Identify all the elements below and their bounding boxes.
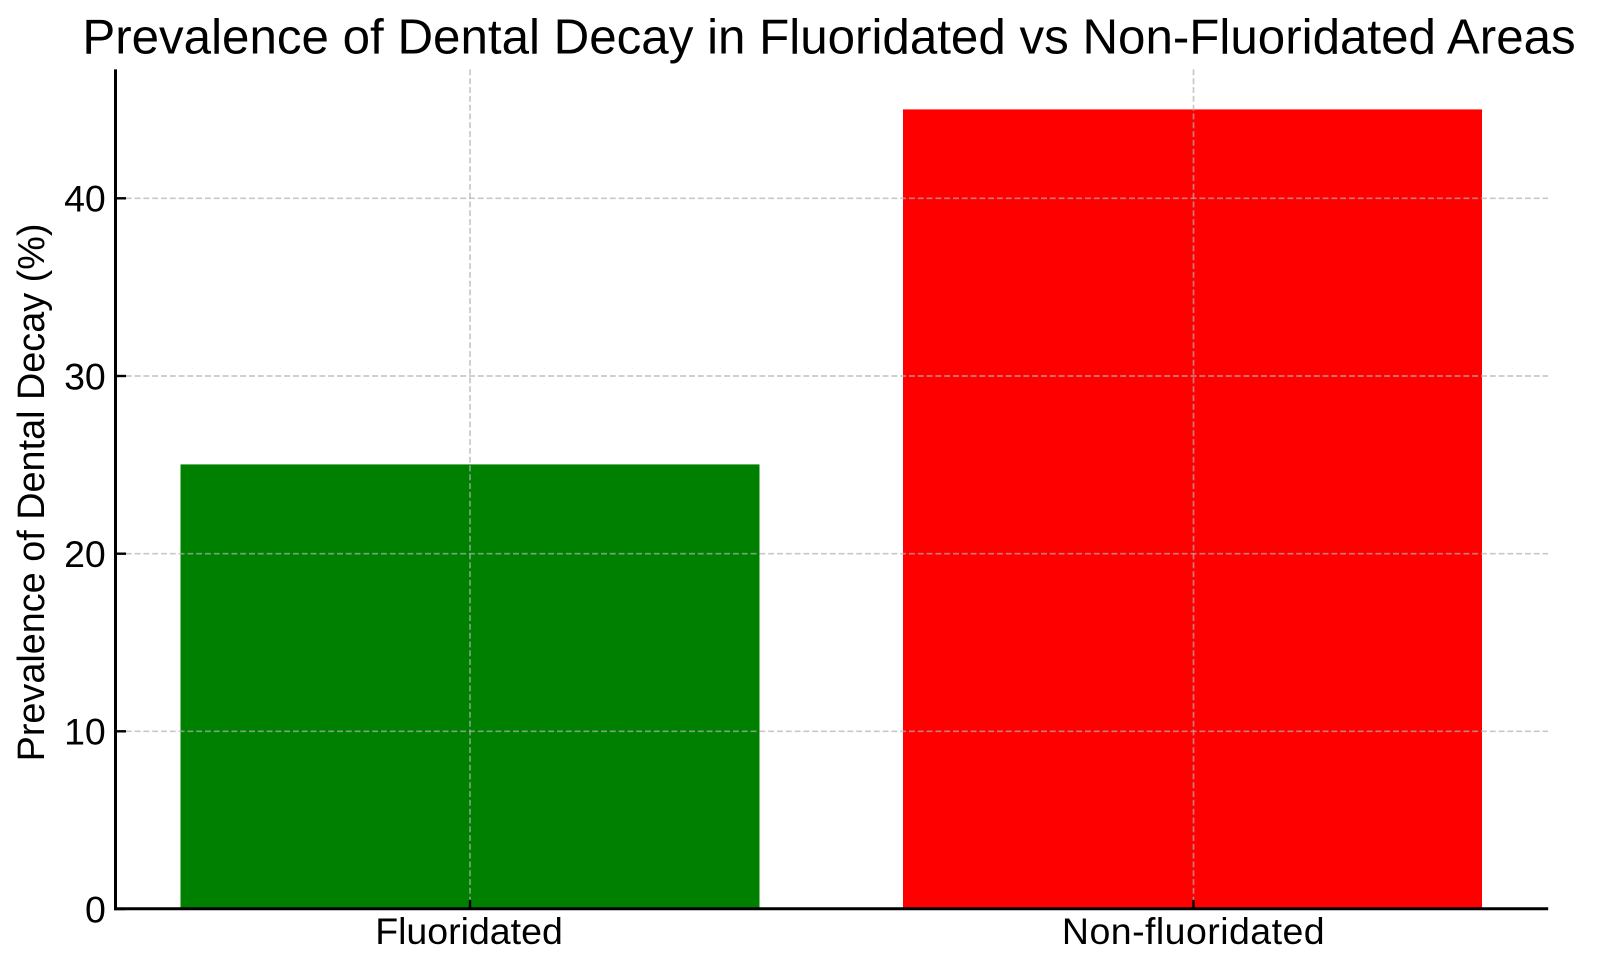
svg-text:Prevalence of Dental Decay in: Prevalence of Dental Decay in Fluoridate…	[82, 10, 1575, 65]
svg-text:20: 20	[64, 533, 106, 575]
svg-text:30: 30	[64, 355, 106, 397]
svg-text:0: 0	[85, 888, 106, 930]
svg-text:10: 10	[64, 711, 106, 753]
svg-text:Non-fluoridated: Non-fluoridated	[1062, 910, 1325, 952]
svg-text:Prevalence of Dental Decay (%): Prevalence of Dental Decay (%)	[11, 224, 53, 762]
svg-text:Fluoridated: Fluoridated	[375, 910, 563, 952]
svg-text:40: 40	[64, 178, 106, 220]
